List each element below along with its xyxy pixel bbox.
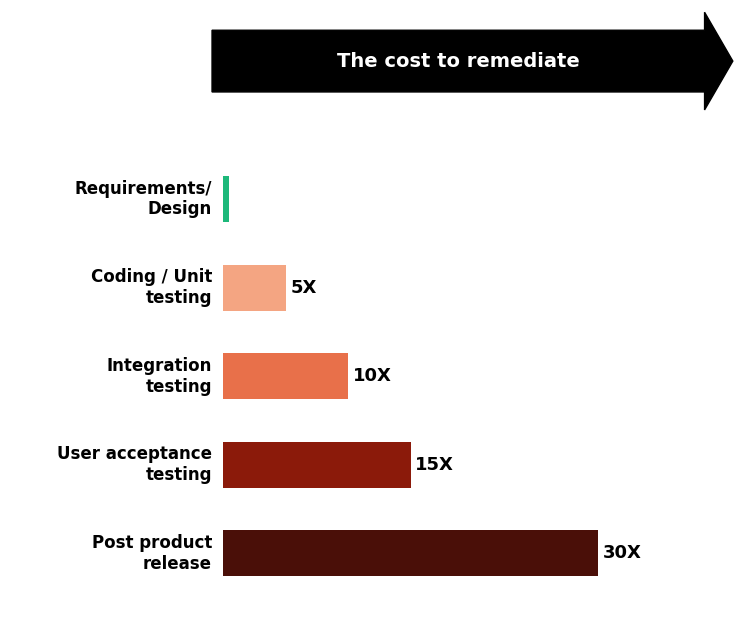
Text: 30X: 30X bbox=[603, 544, 642, 562]
Bar bbox=[223, 353, 348, 399]
Text: 5X: 5X bbox=[290, 278, 317, 296]
Text: The cost to remediate: The cost to remediate bbox=[337, 51, 580, 71]
Text: User acceptance
testing: User acceptance testing bbox=[57, 446, 212, 484]
Text: 15X: 15X bbox=[415, 456, 454, 474]
Text: Requirements/
Design: Requirements/ Design bbox=[74, 179, 212, 219]
Text: 10X: 10X bbox=[353, 367, 391, 385]
Bar bbox=[223, 442, 411, 488]
Text: Post product
release: Post product release bbox=[92, 534, 212, 573]
Bar bbox=[223, 176, 229, 222]
Bar bbox=[223, 530, 598, 576]
Bar bbox=[223, 264, 286, 311]
Text: Coding / Unit
testing: Coding / Unit testing bbox=[91, 268, 212, 307]
Text: Integration
testing: Integration testing bbox=[106, 357, 212, 395]
